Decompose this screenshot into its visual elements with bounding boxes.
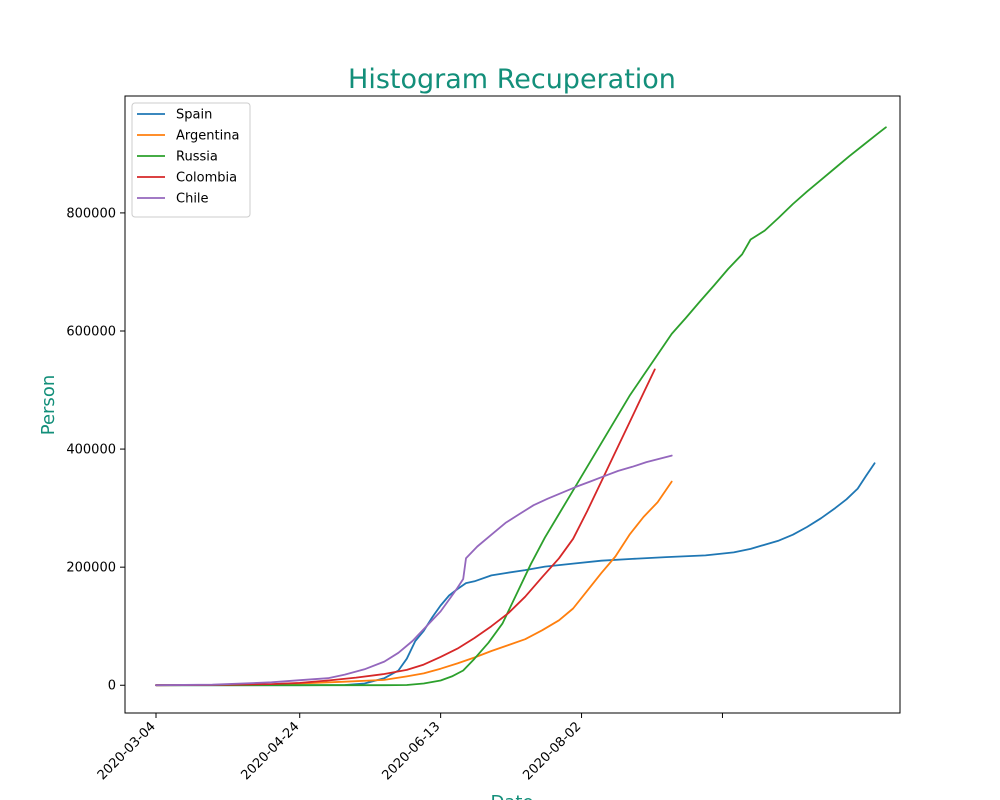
legend-label-spain: Spain: [176, 108, 212, 123]
x-tick-label: 2020-04-24: [239, 719, 303, 783]
series-line-argentina: [155, 480, 673, 687]
legend-label-colombia: Colombia: [176, 171, 237, 186]
series-line-chile: [155, 454, 673, 687]
y-axis-ticks: 0 200000 400000 600000 800000: [66, 206, 125, 694]
y-axis-label: Person: [38, 375, 59, 436]
series-layer: [155, 126, 887, 687]
y-tick-label: 0: [108, 679, 116, 694]
legend-label-chile: Chile: [176, 192, 209, 207]
legend-label-argentina: Argentina: [176, 129, 239, 144]
y-tick-label: 800000: [66, 206, 116, 221]
plot-frame: [124, 95, 901, 714]
chart-title: Histogram Recuperation: [348, 64, 676, 95]
y-tick-label: 400000: [66, 443, 116, 458]
x-tick-label: 2020-06-13: [379, 719, 443, 783]
legend-box: [131, 102, 251, 218]
y-tick-label: 600000: [66, 324, 116, 339]
x-axis-label: Date: [490, 792, 533, 800]
series-line-spain: [155, 462, 876, 687]
x-tick-label: 2020-03-04: [95, 719, 159, 783]
series-line-russia: [155, 126, 887, 687]
series-line-colombia: [155, 368, 656, 687]
legend-label-russia: Russia: [176, 150, 218, 165]
y-tick-label: 200000: [66, 561, 116, 576]
x-axis-ticks: 2020-03-04 2020-04-24 2020-06-13 2020-08-02: [95, 713, 723, 783]
legend: Spain Argentina Russia Colombia Chile: [131, 102, 251, 218]
x-tick-label: 2020-08-02: [520, 719, 584, 783]
